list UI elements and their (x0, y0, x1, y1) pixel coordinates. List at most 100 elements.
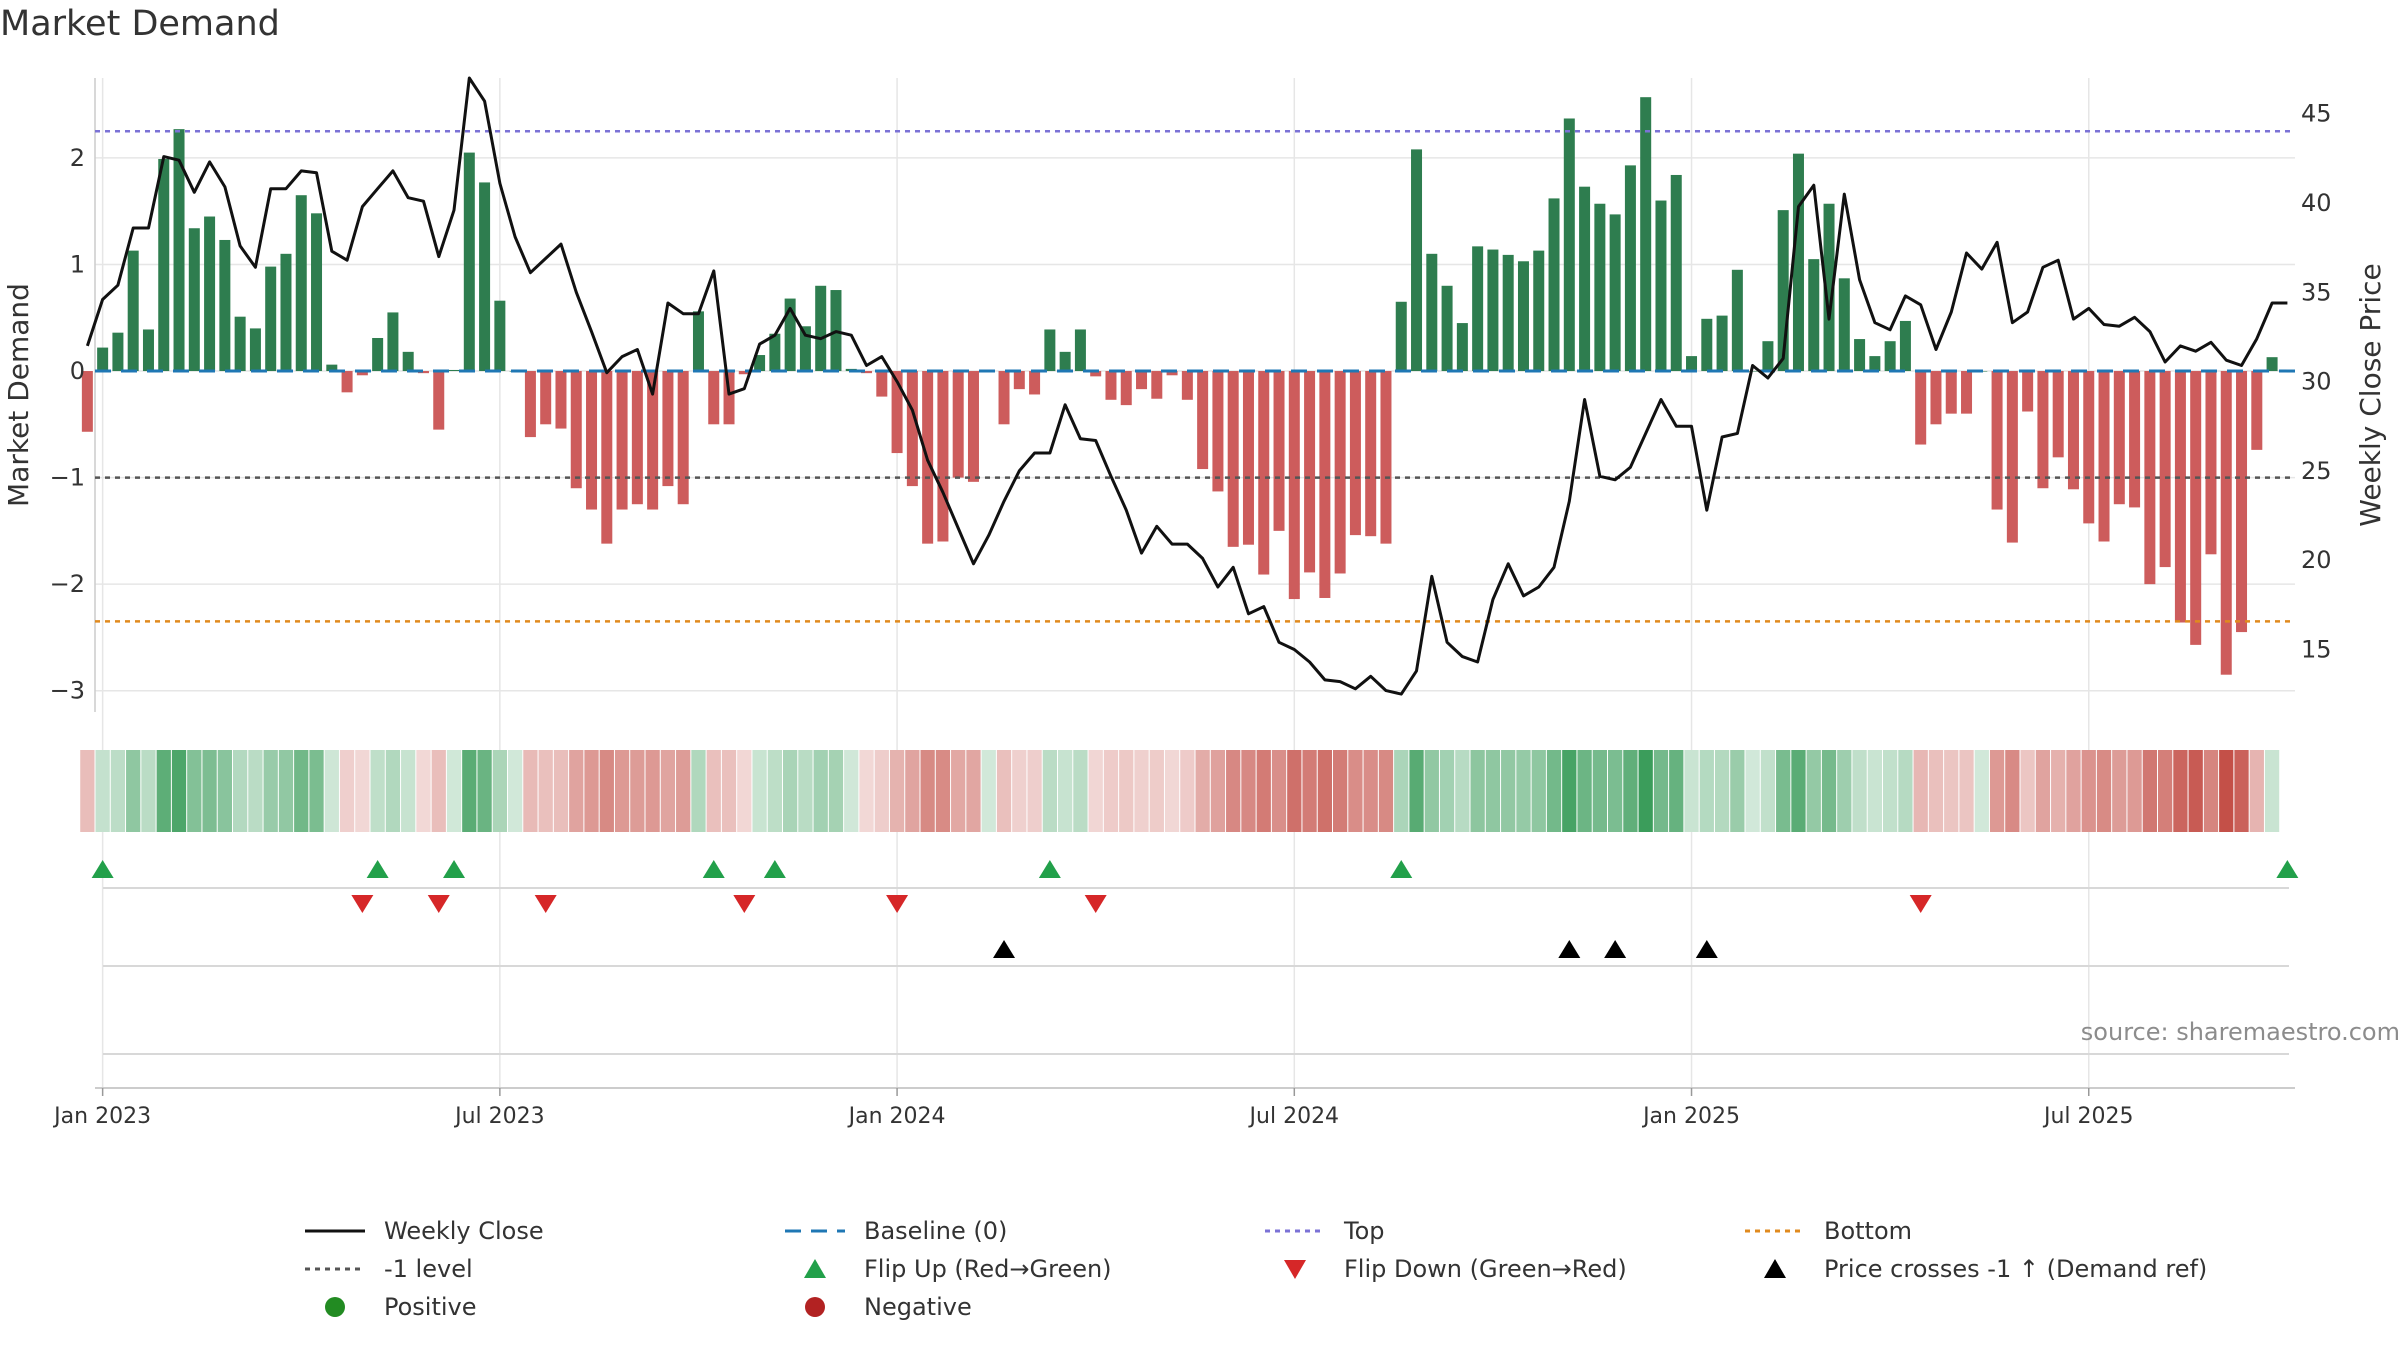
heat-cell (370, 750, 385, 832)
demand-bar (1792, 153, 1804, 372)
heat-cell (614, 750, 630, 832)
heat-cell (1623, 750, 1638, 832)
heat-cell (1103, 750, 1119, 832)
heat-cell (920, 750, 935, 832)
demand-bar (631, 371, 643, 505)
demand-bar (433, 371, 445, 430)
demand-bar (1716, 315, 1728, 372)
heat-cell (1806, 750, 1821, 832)
heat-cell (95, 750, 110, 832)
demand-bar (2205, 371, 2217, 555)
heat-cell (905, 750, 920, 832)
demand-bar (81, 371, 93, 432)
heat-cell (691, 750, 706, 832)
demand-bar (1808, 259, 1820, 372)
demand-bar (1304, 371, 1316, 573)
demand-bar (1197, 371, 1209, 470)
demand-bar (570, 371, 582, 489)
demand-bar (1594, 203, 1606, 372)
demand-bar (784, 298, 796, 372)
heat-cell (1164, 750, 1180, 832)
heat-cell (1684, 750, 1699, 832)
demand-bar (1395, 301, 1407, 372)
y2-tick-label: 45 (2301, 100, 2332, 128)
y-tick-label: −1 (50, 464, 85, 492)
legend-item-minus1: -1 level (300, 1250, 780, 1288)
demand-bar (1686, 356, 1698, 372)
flip-up-marker (702, 860, 725, 878)
y-tick-label: −3 (50, 677, 85, 705)
heat-cell (1241, 750, 1256, 832)
demand-bar (1548, 198, 1560, 372)
demand-bar (1288, 371, 1300, 600)
demand-bar (249, 328, 261, 372)
heat-cell (1042, 750, 1057, 832)
heat-cell (202, 750, 217, 832)
demand-bar (1517, 261, 1529, 372)
demand-bar (142, 329, 154, 372)
demand-bar (1212, 371, 1224, 492)
legend-label: Top (1344, 1217, 1385, 1245)
demand-bar (173, 129, 185, 372)
demand-bar (1869, 356, 1881, 372)
y-tick-label: 1 (70, 250, 85, 278)
demand-bar (524, 371, 536, 438)
legend-dashed-line-icon (785, 1229, 845, 1233)
x-tick-label: Jul 2024 (1248, 1104, 1340, 1129)
heat-cell (1883, 750, 1898, 832)
y-tick-label: 0 (70, 357, 85, 385)
heat-cell (599, 750, 614, 832)
heat-cell (1424, 750, 1439, 832)
demand-bar (1915, 371, 1927, 445)
heat-cell (2234, 750, 2249, 832)
heat-cell (1928, 750, 1944, 832)
demand-bar (708, 371, 720, 425)
heat-cell (1837, 750, 1852, 832)
heat-cell (2219, 750, 2234, 832)
heat-cell (660, 750, 676, 832)
heat-cell (2142, 750, 2157, 832)
heat-cell (813, 750, 828, 832)
demand-bar (1090, 371, 1102, 377)
demand-bar (219, 239, 231, 372)
demand-bar (601, 371, 613, 544)
demand-bar (2006, 371, 2018, 543)
heat-cell (553, 750, 569, 832)
demand-bar (1991, 371, 2003, 510)
demand-bar (1365, 371, 1377, 537)
heat-cell (1485, 750, 1501, 832)
heat-cell (2188, 750, 2203, 832)
heat-cell (783, 750, 798, 832)
x-tick-label: Jan 2025 (1641, 1104, 1740, 1129)
demand-bar (2067, 371, 2079, 490)
heat-cell (1776, 750, 1791, 832)
heat-cell (1256, 750, 1271, 832)
legend-label: Baseline (0) (864, 1217, 1008, 1245)
flip-up-marker (1038, 860, 1061, 878)
price-cross-marker (993, 940, 1016, 958)
heat-cell (217, 750, 232, 832)
demand-bar (1930, 371, 1942, 425)
heat-cell (1730, 750, 1745, 832)
demand-bar (1624, 165, 1636, 372)
heat-cell (80, 750, 95, 832)
heat-cell (981, 750, 996, 832)
demand-bar (326, 364, 338, 372)
demand-bar (540, 371, 552, 425)
demand-bar (356, 371, 368, 376)
heat-cell (233, 750, 248, 832)
heat-cell (2203, 750, 2219, 832)
y2-tick-label: 25 (2301, 457, 2332, 485)
legend-label: -1 level (384, 1255, 473, 1283)
heat-cell (1562, 750, 1577, 832)
heat-cell (844, 750, 859, 832)
demand-bar (1426, 253, 1438, 372)
heat-cell (1531, 750, 1546, 832)
y-axis-title: Market Demand (2, 283, 35, 507)
triangle-down-icon (1284, 1260, 1306, 1279)
legend-label: Weekly Close (384, 1217, 544, 1245)
demand-bar (1120, 371, 1132, 406)
y-tick-label: 2 (70, 144, 85, 172)
heat-cell (446, 750, 462, 832)
heat-cell (2005, 750, 2020, 832)
